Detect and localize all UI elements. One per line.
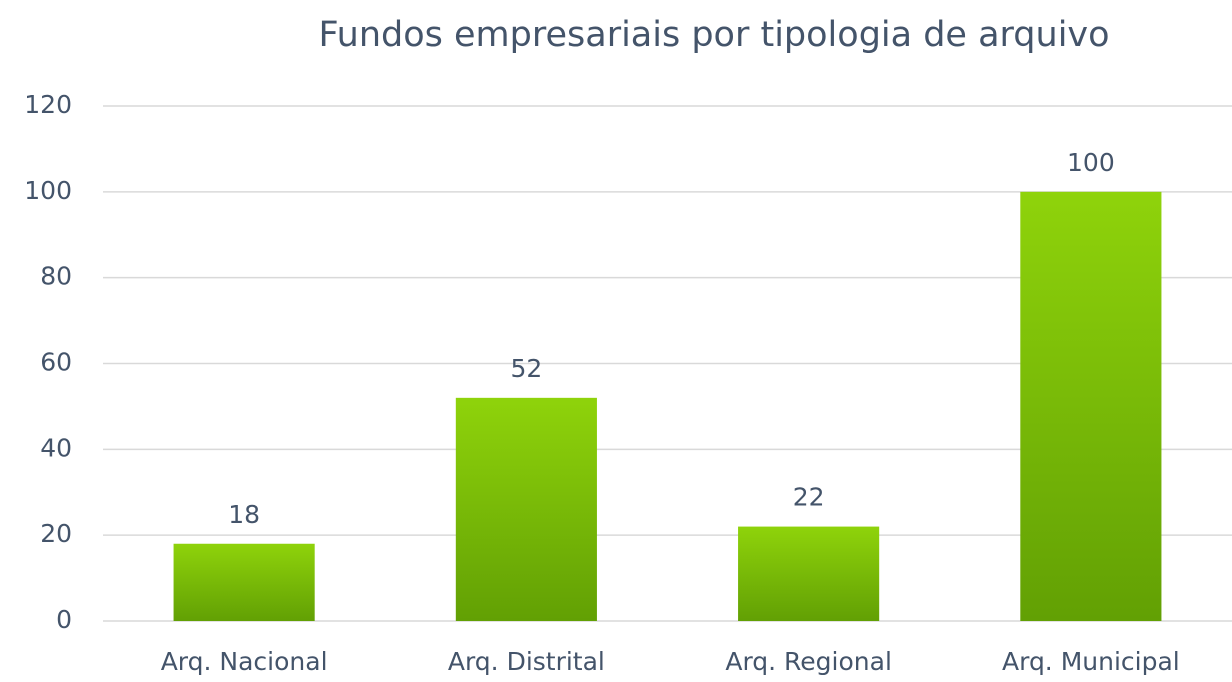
chart-title: Fundos empresariais por tipologia de arq… [318, 15, 1109, 55]
data-label: 22 [793, 483, 825, 512]
x-tick-label: Arq. Distrital [448, 647, 605, 676]
y-tick-label: 0 [56, 605, 72, 634]
bar [1020, 191, 1162, 622]
y-tick-label: 40 [40, 433, 72, 462]
x-tick-label: Arq. Regional [725, 647, 892, 676]
bar [173, 543, 315, 621]
data-label: 52 [510, 354, 542, 383]
x-tick-label: Arq. Nacional [161, 647, 328, 676]
y-tick-label: 80 [40, 262, 72, 291]
y-tick-label: 20 [40, 519, 72, 548]
bar [455, 397, 597, 621]
y-tick-label: 60 [40, 348, 72, 377]
bar [738, 526, 880, 621]
data-label: 18 [228, 500, 260, 529]
data-label: 100 [1067, 148, 1115, 177]
y-tick-label: 100 [24, 176, 72, 205]
y-tick-label: 120 [24, 90, 72, 119]
x-tick-label: Arq. Municipal [1002, 647, 1180, 676]
